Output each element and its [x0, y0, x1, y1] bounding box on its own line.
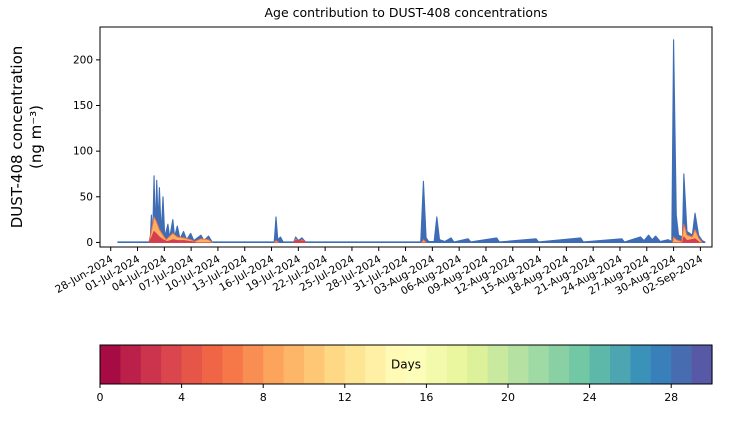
y-tick-label: 200	[73, 54, 93, 66]
y-axis-label: DUST-408 concentration (ng m⁻³)	[8, 27, 46, 247]
y-tick-label: 150	[73, 100, 93, 112]
series-freshest-age-contribution	[148, 231, 197, 243]
colorbar-band	[548, 345, 570, 384]
colorbar-band	[263, 345, 285, 384]
series-freshest-age-contribution	[682, 236, 700, 243]
colorbar-band	[528, 345, 550, 384]
colorbar-band	[569, 345, 591, 384]
colorbar-band	[610, 345, 631, 384]
series-young-age-contribution	[672, 223, 703, 243]
colorbar-band	[426, 345, 448, 384]
y-tick-label: 0	[86, 237, 93, 249]
colorbar-band	[406, 345, 427, 384]
y-tick-label: 50	[80, 191, 93, 203]
colorbar-label: Days	[391, 358, 421, 372]
colorbar-tick-label: 24	[583, 391, 597, 404]
colorbar-band	[100, 345, 121, 384]
colorbar-band	[691, 345, 713, 384]
colorbar-band	[467, 345, 489, 384]
y-axis-label-line1: DUST-408 concentration	[8, 45, 26, 229]
colorbar-band	[222, 345, 244, 384]
series-young-age-contribution	[421, 239, 427, 243]
colorbar-tick-label: 12	[338, 391, 352, 404]
colorbar-tick-label: 16	[419, 391, 433, 404]
colorbar-tick-label: 28	[664, 391, 678, 404]
series-total-concentration-old-age	[117, 39, 706, 243]
colorbar-band	[181, 345, 203, 384]
colorbar-band	[365, 345, 387, 384]
colorbar-band	[120, 345, 142, 384]
colorbar-band	[446, 345, 468, 384]
plot-border	[99, 26, 713, 248]
y-axis-label-line2: (ng m⁻³)	[27, 104, 45, 170]
colorbar-band	[161, 345, 183, 384]
colorbar-band	[589, 345, 611, 384]
y-tick-label: 100	[73, 146, 93, 158]
colorbar-tick-label: 20	[501, 391, 515, 404]
colorbar-band	[202, 345, 223, 384]
series-freshest-age-contribution	[293, 240, 307, 243]
colorbar-tick-label: 8	[260, 391, 267, 404]
colorbar-band	[324, 345, 346, 384]
colorbar-band	[304, 345, 325, 384]
colorbar-band	[344, 345, 366, 384]
colorbar-band	[242, 345, 264, 384]
colorbar-band	[630, 345, 652, 384]
colorbar-band	[508, 345, 529, 384]
colorbar-band	[385, 345, 407, 384]
colorbar-border	[99, 344, 713, 385]
series-young-age-contribution	[273, 240, 280, 243]
colorbar-tick-label: 4	[178, 391, 185, 404]
colorbar-tick-label: 0	[97, 391, 104, 404]
colorbar-band	[650, 345, 672, 384]
chart-title: Age contribution to DUST-408 concentrati…	[264, 5, 548, 20]
colorbar-band	[487, 345, 509, 384]
colorbar-band	[283, 345, 305, 384]
colorbar-band	[140, 345, 162, 384]
colorbar-band	[671, 345, 693, 384]
